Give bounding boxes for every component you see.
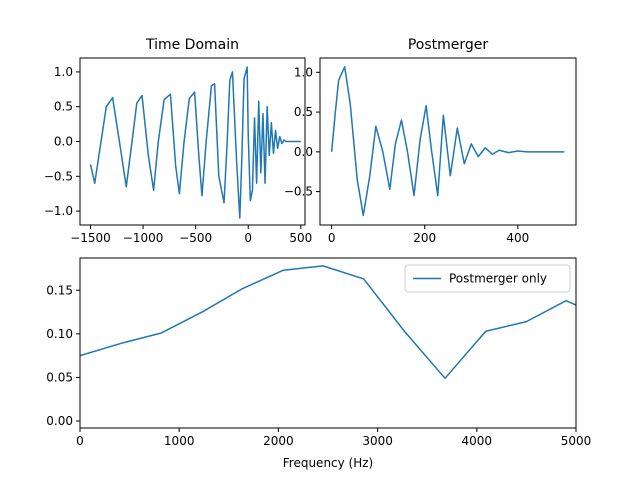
postmerger-ytick-label: −0.5	[284, 185, 313, 199]
postmerger-series-line-0	[330, 66, 565, 217]
postmerger-frame	[319, 57, 577, 226]
spectrum-xtick-label: 1000	[164, 434, 195, 448]
time-domain-series-line-0	[89, 66, 301, 219]
postmerger-xtick-label: 200	[413, 231, 436, 245]
time-domain-ytick-label: −1.0	[44, 204, 73, 218]
postmerger-ytick-label: 1.0	[294, 65, 313, 79]
postmerger-ytick-label: 0.0	[294, 145, 313, 159]
spectrum-xlabel: Frequency (Hz)	[283, 456, 374, 470]
time-domain-xtick-label: −500	[179, 231, 212, 245]
time-domain-axes: −1500 −1000 −500 0 500 −1.0 −0.5 0.0 0.5 1.0 Time …	[44, 37, 312, 245]
time-domain-title: Time Domain	[145, 37, 239, 53]
spectrum-series-line-0	[80, 265, 576, 380]
time-domain-frame	[79, 57, 306, 226]
legend-label: Postmerger only	[449, 272, 547, 286]
spectrum-frame	[79, 257, 577, 429]
postmerger-xtick-label: 400	[506, 231, 529, 245]
spectrum-xtick-label: 4000	[462, 434, 493, 448]
time-domain-xtick-label: −1500	[70, 231, 111, 245]
time-domain-ytick-label: 1.0	[54, 65, 73, 79]
spectrum-ytick-label: 0.15	[46, 283, 73, 297]
postmerger-ytick-label: 0.5	[294, 105, 313, 119]
postmerger-axes: 0 200 400 −0.5 0.0 0.5 1.0 Postmerger	[284, 37, 577, 245]
spectrum-ytick-label: 0.05	[46, 370, 73, 384]
spectrum-ytick-label: 0.00	[46, 414, 73, 428]
spectrum-xtick-label: 5000	[561, 434, 592, 448]
postmerger-xtick-label: 0	[328, 231, 336, 245]
legend-box	[404, 264, 571, 293]
time-domain-ytick-label: −0.5	[44, 169, 73, 183]
spectrum-xtick-label: 3000	[362, 434, 393, 448]
spectrum-xtick-label: 0	[76, 434, 84, 448]
time-domain-ytick-label: 0.5	[54, 100, 73, 114]
time-domain-xtick-label: 500	[289, 231, 312, 245]
time-domain-ytick-label: 0.0	[54, 135, 73, 149]
time-domain-xtick-label: 0	[244, 231, 252, 245]
spectrum-ytick-label: 0.10	[46, 327, 73, 341]
postmerger-title: Postmerger	[408, 37, 489, 53]
spectrum-axes: 0 1000 2000 3000 4000 5000 0.00 0.05 0.10 0.15 Fre…	[46, 257, 592, 470]
time-domain-xtick-label: −1000	[123, 231, 164, 245]
spectrum-xtick-label: 2000	[263, 434, 294, 448]
spectrum-legend: Postmerger only	[404, 264, 571, 293]
